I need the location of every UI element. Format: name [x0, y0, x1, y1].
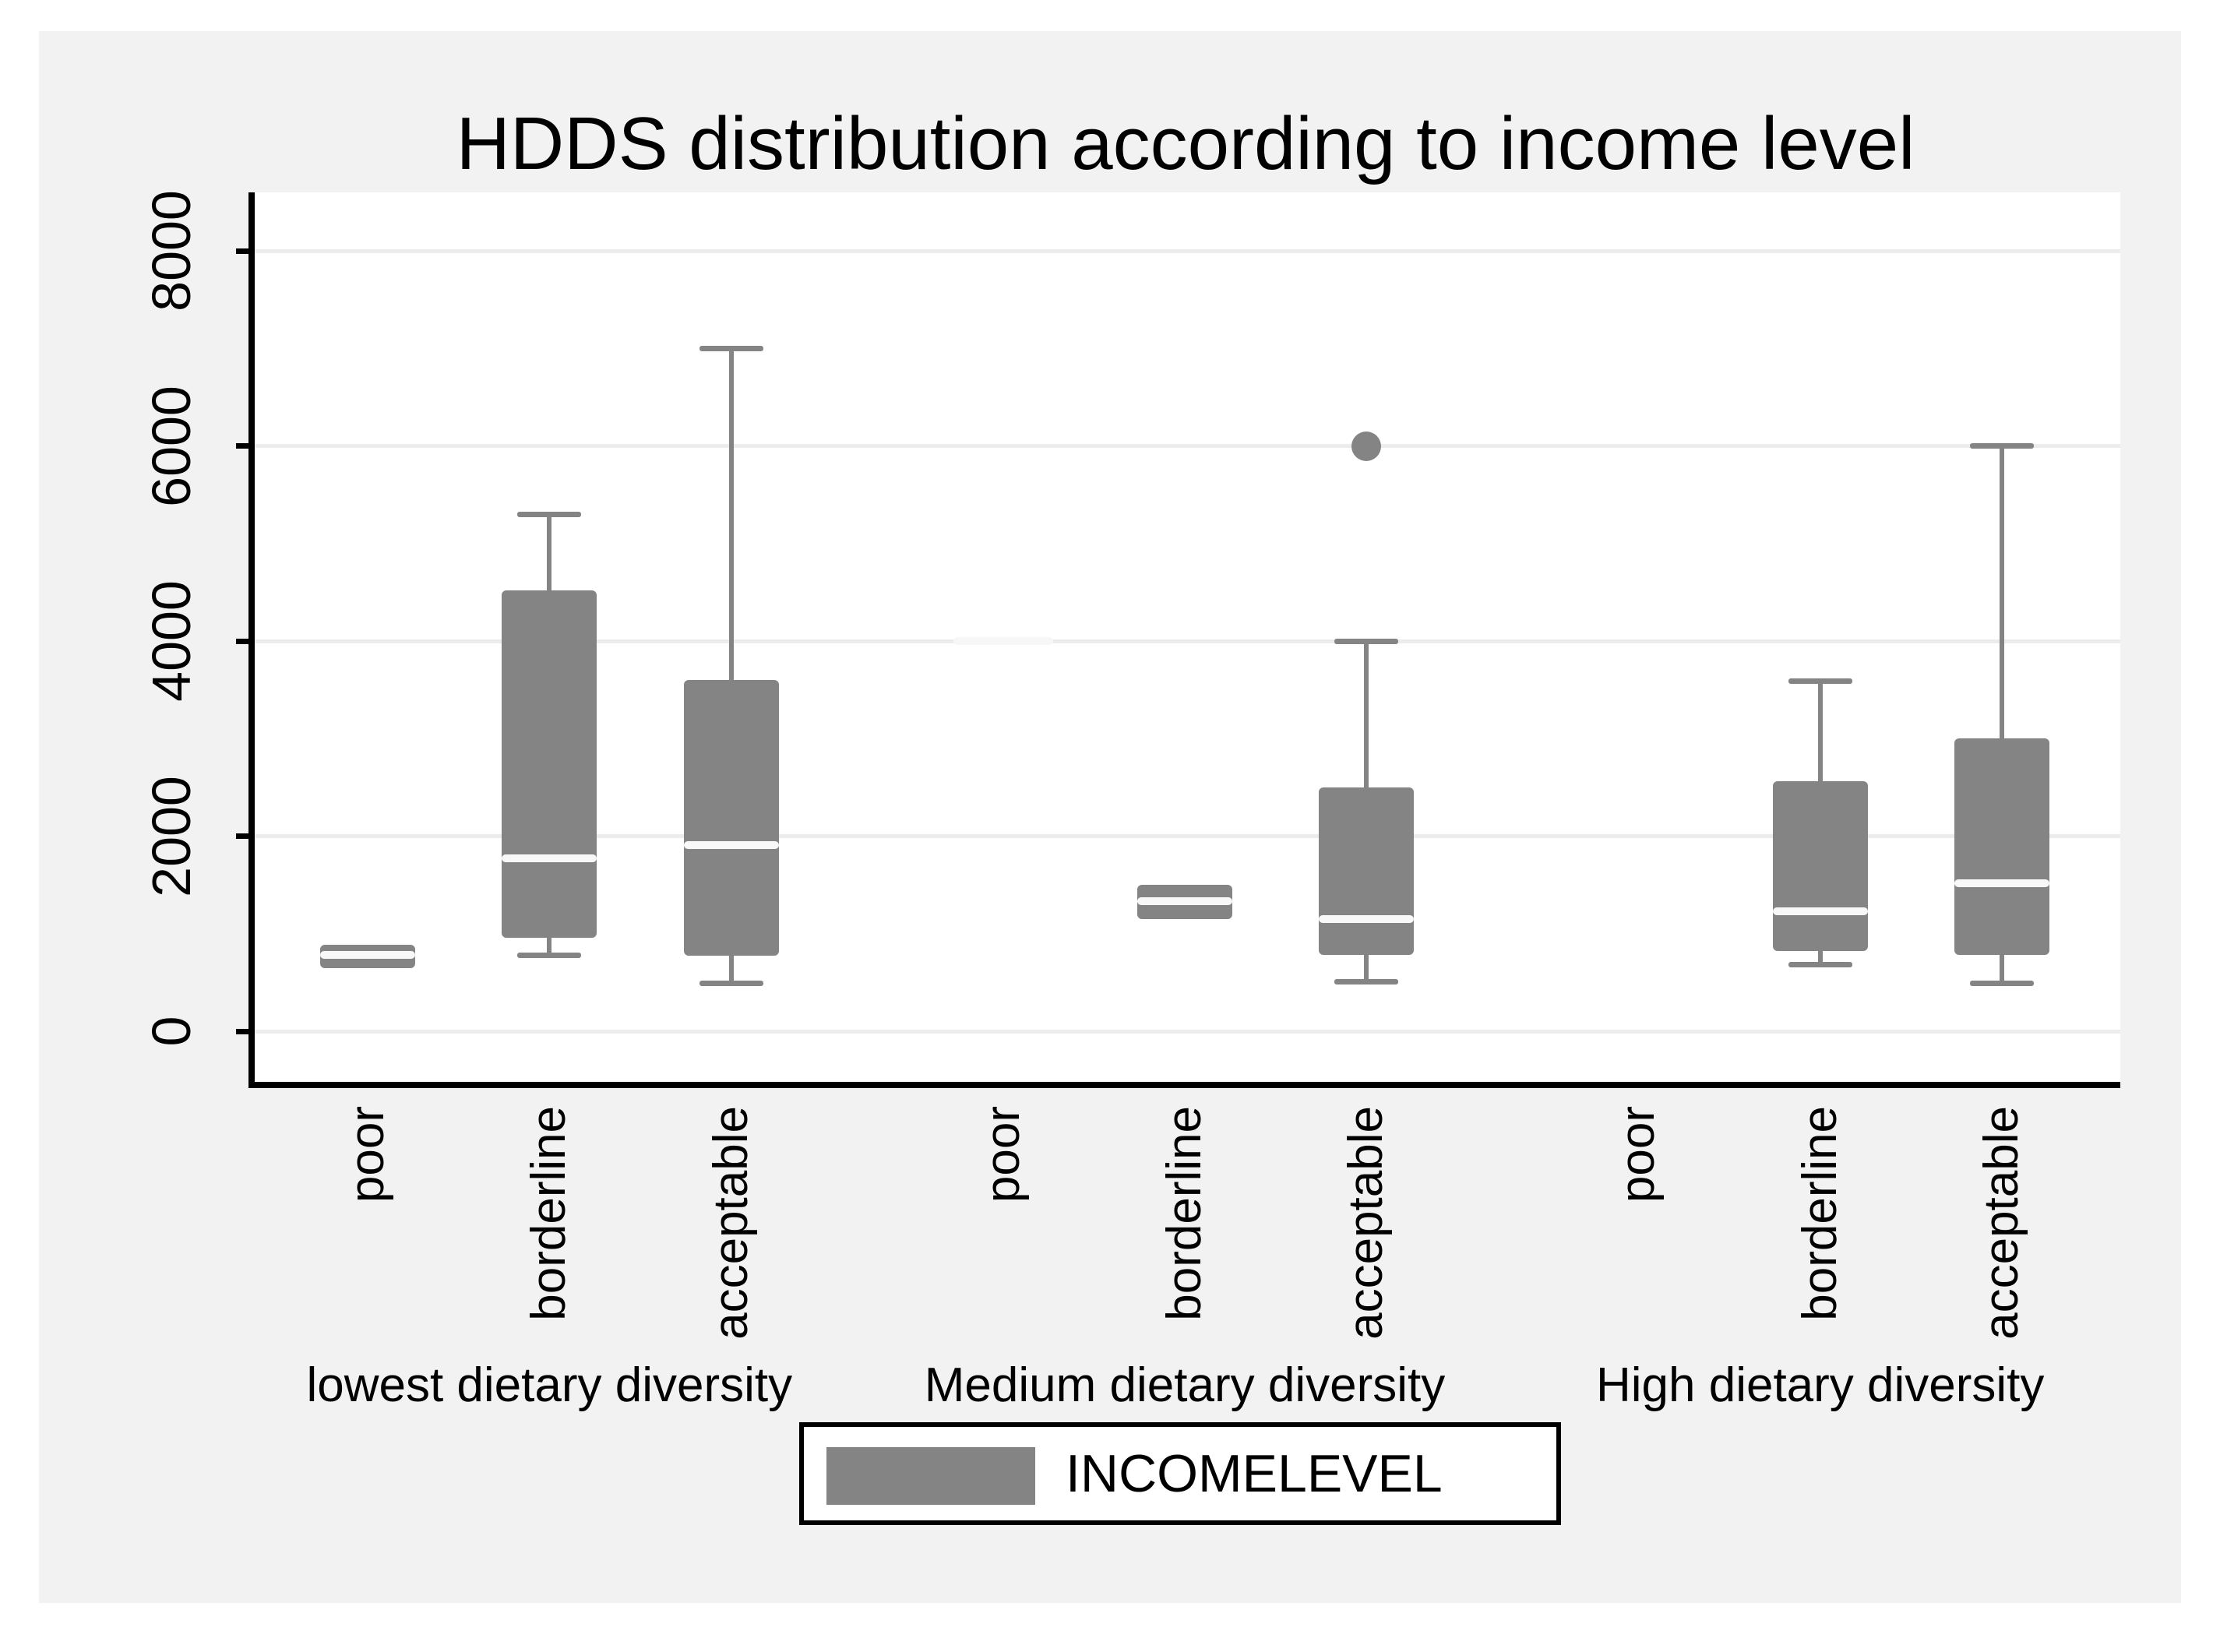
gridline — [248, 834, 2120, 838]
outlier-point — [1351, 431, 1382, 461]
whisker-stem — [1364, 641, 1369, 787]
box — [1772, 781, 1868, 952]
gridline — [248, 248, 2120, 253]
x-tick-label: poor — [1611, 1106, 1665, 1203]
y-tick-label: 6000 — [141, 385, 202, 507]
x-axis-line — [248, 1082, 2120, 1088]
x-tick-label: poor — [975, 1106, 1030, 1203]
legend-label: INCOMELEVEL — [1066, 1444, 1443, 1503]
whisker-cap — [699, 981, 763, 987]
x-tick-label: borderline — [522, 1106, 576, 1321]
group-label: High dietary diversity — [1595, 1358, 2045, 1412]
gridline — [248, 1029, 2120, 1034]
y-tick-label: 4000 — [141, 580, 202, 702]
y-axis-line — [248, 192, 255, 1088]
gridline — [248, 444, 2120, 448]
whisker-cap — [1788, 962, 1852, 968]
whisker-stem — [728, 955, 734, 984]
whisker-cap — [1970, 981, 2034, 987]
box — [683, 680, 779, 956]
y-tick-label: 0 — [141, 1016, 202, 1047]
whisker-stem — [2000, 954, 2004, 984]
y-tick — [236, 1028, 248, 1034]
whisker-stem — [547, 937, 552, 956]
box-median — [1954, 879, 2049, 887]
whisker-stem — [547, 514, 552, 590]
y-tick-label: 8000 — [141, 190, 202, 312]
whisker-stem — [728, 348, 734, 681]
y-tick — [236, 248, 248, 254]
box-median — [1319, 914, 1415, 923]
x-tick-label: borderline — [1792, 1106, 1847, 1321]
x-tick-label: acceptable — [1975, 1106, 2028, 1340]
whisker-stem — [1364, 955, 1369, 982]
whisker-stem — [1817, 951, 1823, 965]
box-median — [1137, 897, 1232, 906]
x-tick-label: borderline — [1158, 1106, 1211, 1321]
whisker-cap — [1788, 678, 1852, 684]
whisker-cap — [699, 345, 763, 351]
median-only-line — [953, 637, 1053, 645]
y-tick — [236, 833, 248, 839]
y-tick — [236, 638, 248, 644]
box-median — [502, 854, 597, 863]
whisker-stem — [2000, 446, 2004, 739]
y-tick-label: 2000 — [141, 775, 202, 897]
box-median — [1772, 907, 1868, 915]
box — [502, 590, 597, 938]
whisker-cap — [1970, 443, 2034, 449]
whisker-cap — [517, 511, 582, 517]
x-tick-label: acceptable — [1339, 1106, 1394, 1340]
box — [1319, 787, 1415, 956]
box-median — [320, 951, 415, 960]
chart-title: HDDS distribution according to income le… — [456, 102, 1915, 185]
whisker-stem — [1817, 681, 1823, 782]
whisker-cap — [1334, 978, 1399, 985]
group-label: lowest dietary diversity — [306, 1358, 793, 1412]
group-label: Medium dietary diversity — [924, 1358, 1446, 1412]
x-tick-label: poor — [340, 1106, 394, 1203]
y-tick — [236, 443, 248, 449]
legend: INCOMELEVEL — [799, 1422, 1561, 1525]
x-tick-label: acceptable — [703, 1106, 758, 1340]
whisker-cap — [1334, 638, 1399, 644]
gridline — [248, 639, 2120, 643]
box — [1954, 738, 2049, 955]
box-median — [683, 840, 779, 849]
legend-swatch — [826, 1447, 1035, 1505]
whisker-cap — [517, 952, 582, 958]
